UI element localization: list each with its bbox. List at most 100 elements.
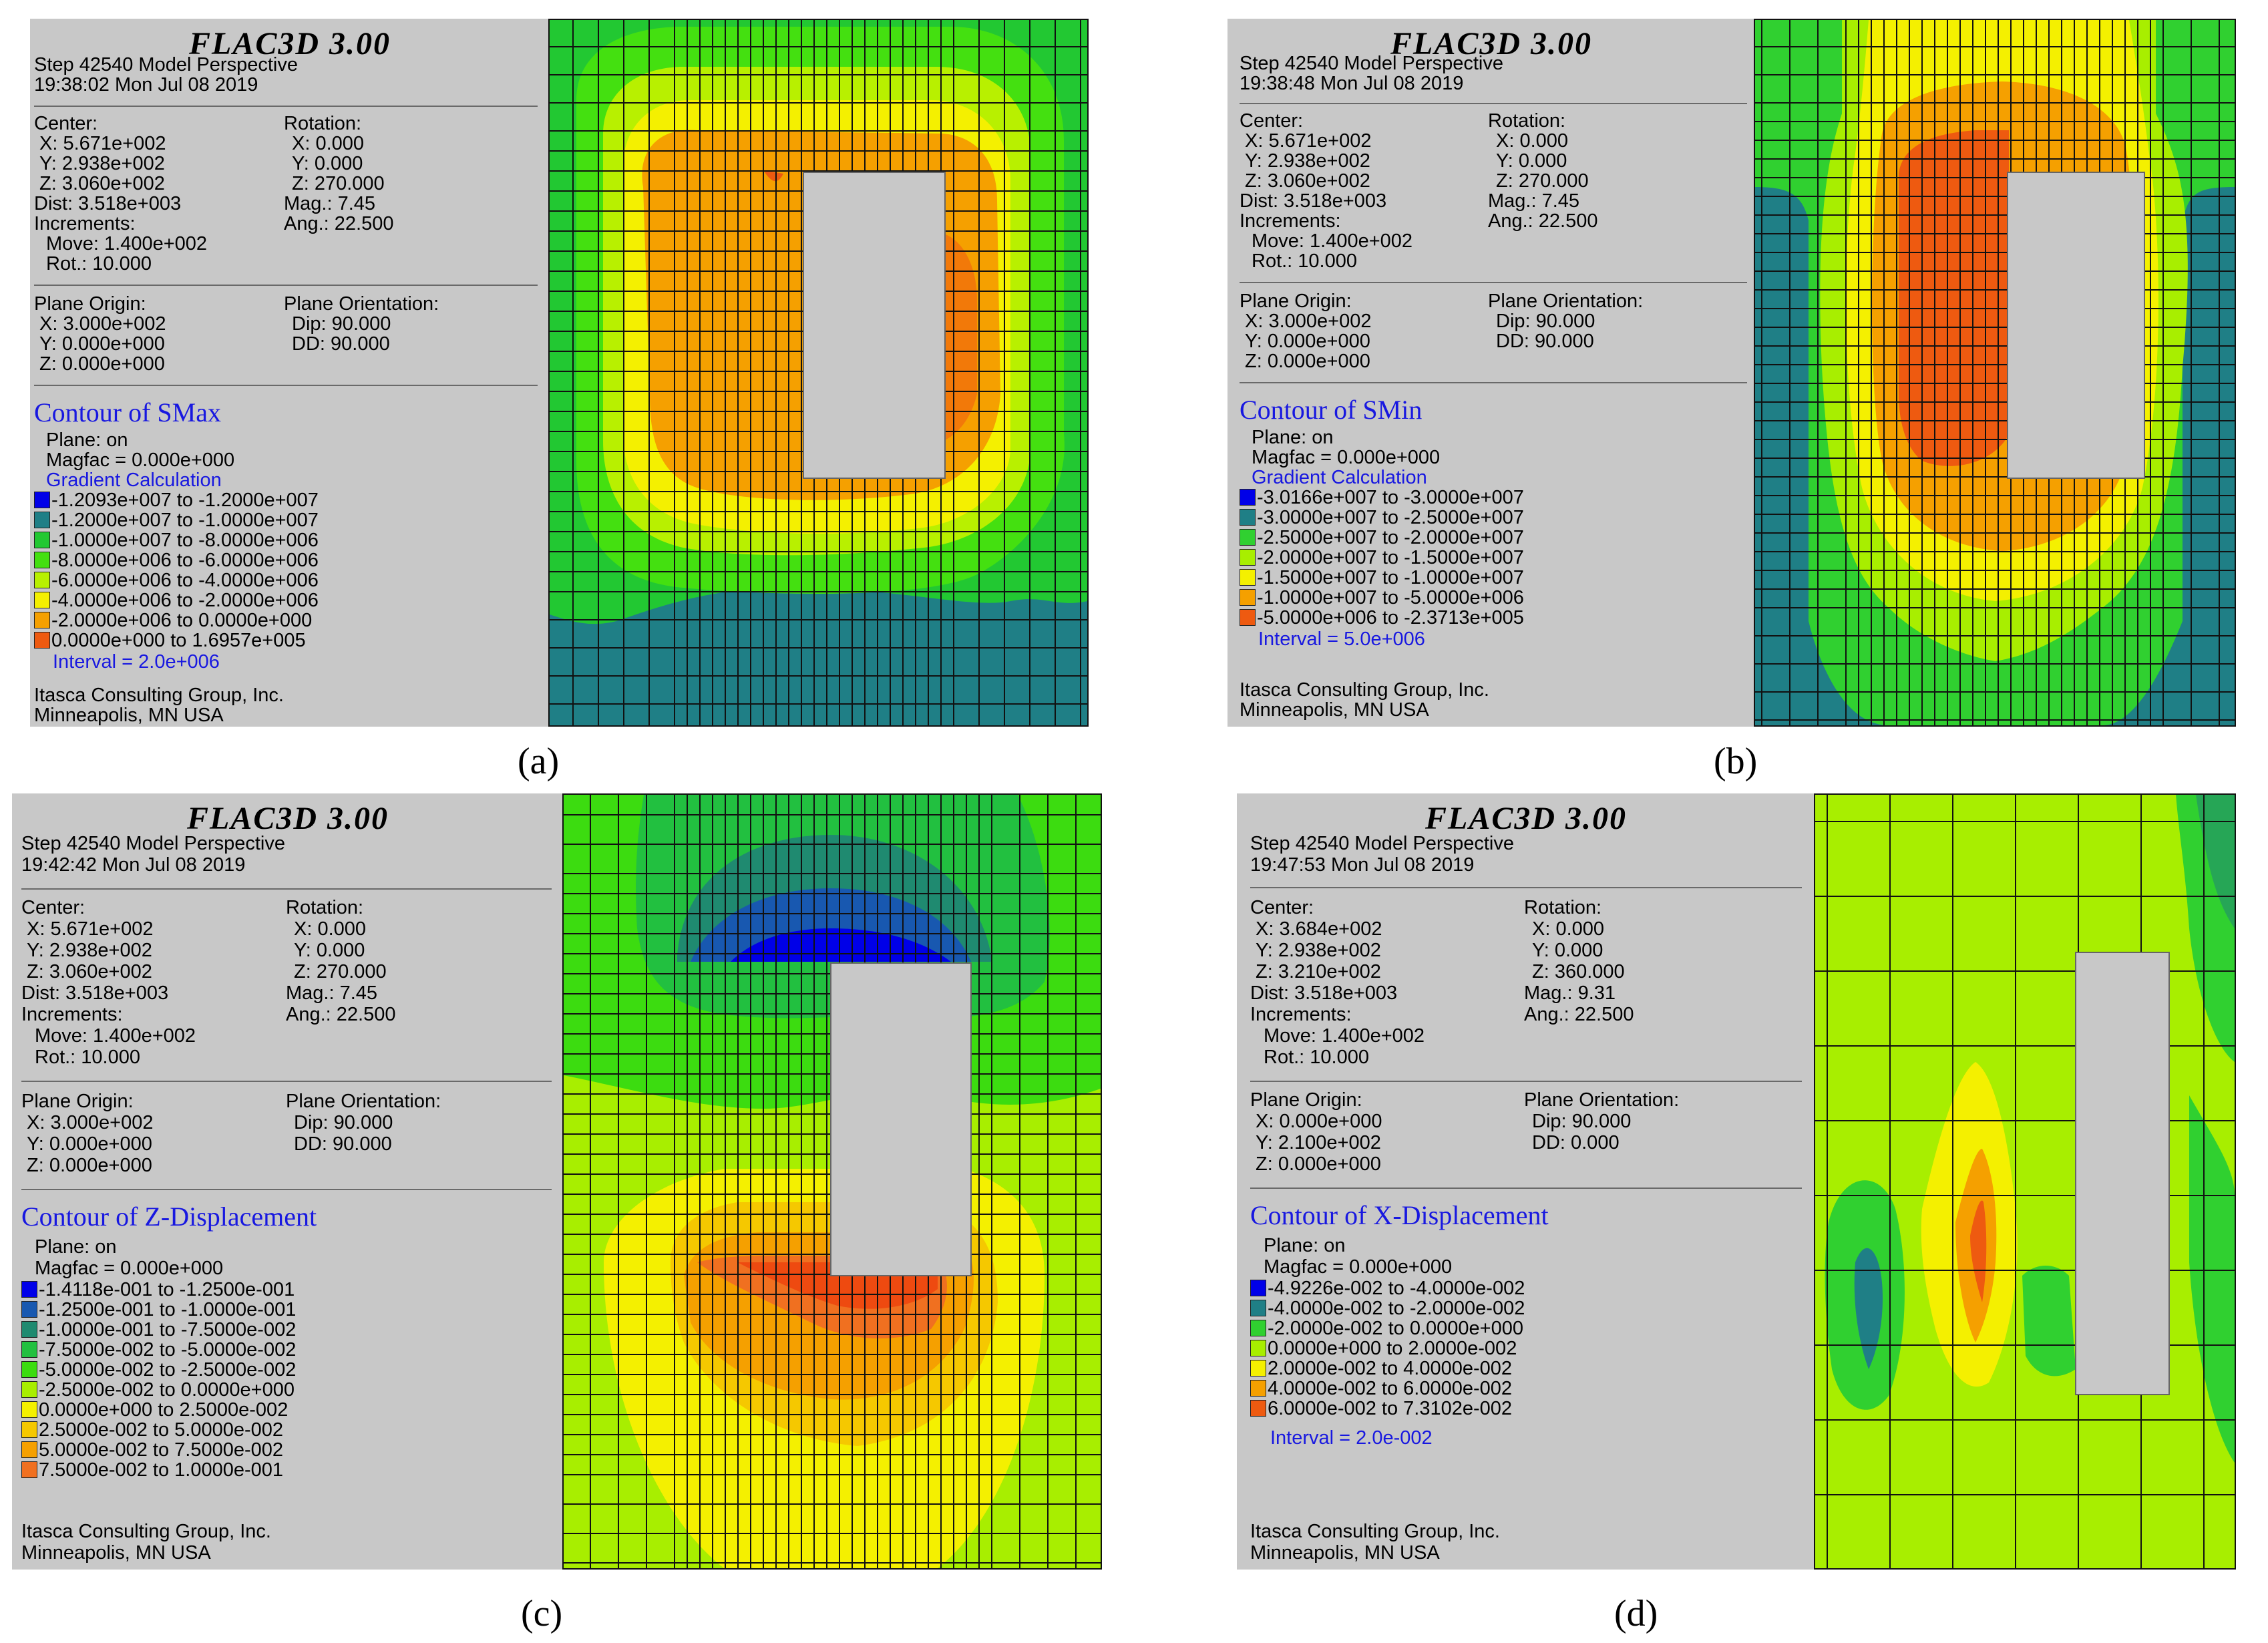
- legend-label: -1.4118e-001 to -1.2500e-001: [39, 1279, 295, 1300]
- plane-dip: Dip: 90.000: [1532, 1111, 1632, 1132]
- ang: Ang.: 22.500: [1524, 1004, 1634, 1025]
- center-z: Z: 3.060e+002: [27, 961, 152, 982]
- legend-swatch: [1250, 1300, 1266, 1316]
- center-y: Y: 2.938e+002: [1256, 940, 1381, 961]
- contour-region: [944, 234, 977, 441]
- rotation-z: Z: 360.000: [1532, 961, 1625, 982]
- plane-origin-x: X: 0.000e+000: [1256, 1111, 1382, 1132]
- rotation-z: Z: 270.000: [294, 961, 387, 982]
- panel-d: FLAC3D 3.00 Step 42540 Model Perspective…: [1237, 793, 2236, 1634]
- move: Move: 1.400e+002: [35, 1025, 196, 1047]
- mag: Mag.: 7.45: [286, 982, 378, 1004]
- panel-b: FLAC3D 3.00 Step 42540 Model Perspective…: [1227, 19, 2236, 782]
- legend-label: -5.0000e-002 to -2.5000e-002: [39, 1359, 297, 1381]
- rot: Rot.: 10.000: [46, 253, 152, 275]
- legend-swatch: [21, 1461, 37, 1478]
- contour-plot: [1754, 19, 2236, 727]
- rotation-y: Y: 0.000: [292, 153, 363, 174]
- legend-swatch: [1250, 1380, 1266, 1397]
- step-line: Step 42540 Model Perspective: [34, 54, 298, 75]
- legend-label: -7.5000e-002 to -5.0000e-002: [39, 1339, 297, 1360]
- legend-label: -2.5000e-002 to 0.0000e+000: [39, 1379, 295, 1401]
- legend-swatch: [21, 1301, 37, 1318]
- legend-swatch: [1240, 609, 1256, 626]
- center-x: X: 5.671e+002: [1245, 130, 1372, 152]
- legend-label: -1.2093e+007 to -1.2000e+007: [51, 490, 319, 511]
- contour-region: [763, 170, 783, 182]
- legend-swatch: [21, 1421, 37, 1438]
- mag: Mag.: 9.31: [1524, 982, 1616, 1004]
- info-pane: FLAC3D 3.00 Step 42540 Model Perspective…: [1227, 19, 1755, 727]
- legend-label: -1.0000e+007 to -8.0000e+006: [51, 530, 319, 551]
- location: Minneapolis, MN USA: [21, 1542, 211, 1564]
- location: Minneapolis, MN USA: [34, 705, 224, 726]
- legend-swatch: [21, 1381, 37, 1398]
- caption: (c): [521, 1593, 563, 1634]
- excavation-opening: [2007, 172, 2145, 479]
- plane-origin-z: Z: 0.000e+000: [39, 353, 165, 375]
- figure-title: FLAC3D 3.00: [1425, 801, 1628, 836]
- center-y: Y: 2.938e+002: [27, 940, 152, 961]
- contour-plot-svg: [564, 795, 1101, 1568]
- divider: [1240, 382, 1747, 383]
- dist: Dist: 3.518e+003: [1250, 982, 1398, 1004]
- caption: (d): [1614, 1593, 1658, 1634]
- plane-on: Plane: on: [46, 429, 128, 451]
- excavation-opening: [803, 172, 946, 479]
- contour-plot: [562, 793, 1102, 1570]
- plane-orientation-label: Plane Orientation:: [1524, 1089, 1680, 1111]
- contour-plot-svg: [550, 20, 1087, 725]
- legend-swatch: [34, 552, 50, 568]
- legend-label: 0.0000e+000 to 1.6957e+005: [51, 630, 306, 651]
- caption: (a): [518, 741, 560, 782]
- increments-label: Increments:: [1240, 210, 1341, 232]
- legend-swatch: [21, 1341, 37, 1358]
- rotation-x: X: 0.000: [294, 918, 367, 940]
- legend-swatch: [34, 592, 50, 608]
- company: Itasca Consulting Group, Inc.: [1250, 1521, 1500, 1542]
- legend-swatch: [1240, 549, 1256, 566]
- interval: Interval = 2.0e-002: [1270, 1427, 1433, 1449]
- contour-title: Contour of X-Displacement: [1250, 1200, 1549, 1230]
- plane-origin-label: Plane Origin:: [21, 1091, 134, 1112]
- ang: Ang.: 22.500: [284, 213, 394, 234]
- rot: Rot.: 10.000: [1264, 1047, 1369, 1068]
- plane-dd: DD: 90.000: [294, 1133, 392, 1155]
- center-x: X: 5.671e+002: [39, 133, 166, 154]
- dist: Dist: 3.518e+003: [1240, 190, 1387, 212]
- legend-swatch: [34, 492, 50, 508]
- legend-swatch: [21, 1361, 37, 1378]
- legend-swatch: [1250, 1340, 1266, 1356]
- increments-label: Increments:: [1250, 1004, 1352, 1025]
- mag: Mag.: 7.45: [1488, 190, 1580, 212]
- center-y: Y: 2.938e+002: [39, 153, 165, 174]
- center-x: X: 5.671e+002: [27, 918, 154, 940]
- legend-label: -3.0000e+007 to -2.5000e+007: [1257, 507, 1524, 528]
- center-label: Center:: [1250, 897, 1314, 918]
- magfac: Magfac = 0.000e+000: [35, 1258, 224, 1279]
- ang: Ang.: 22.500: [286, 1004, 396, 1025]
- company: Itasca Consulting Group, Inc.: [1240, 679, 1489, 701]
- legend-label: -3.0166e+007 to -3.0000e+007: [1257, 487, 1524, 508]
- ang: Ang.: 22.500: [1488, 210, 1598, 232]
- plane-orientation-label: Plane Orientation:: [286, 1091, 441, 1112]
- info-pane: FLAC3D 3.00 Step 42540 Model Perspective…: [12, 793, 564, 1570]
- rotation-y: Y: 0.000: [294, 940, 365, 961]
- magfac: Magfac = 0.000e+000: [1252, 447, 1441, 468]
- location: Minneapolis, MN USA: [1250, 1542, 1440, 1564]
- timestamp: 19:47:53 Mon Jul 08 2019: [1250, 854, 1475, 876]
- legend-label: 0.0000e+000 to 2.5000e-002: [39, 1399, 289, 1421]
- plane-origin-y: Y: 0.000e+000: [27, 1133, 152, 1155]
- legend-swatch: [1240, 489, 1256, 506]
- rotation-x: X: 0.000: [292, 133, 365, 154]
- center-label: Center:: [34, 113, 98, 134]
- info-pane: FLAC3D 3.00 Step 42540 Model Perspective…: [1237, 793, 1815, 1570]
- plane-origin-z: Z: 0.000e+000: [1256, 1153, 1381, 1175]
- plane-orientation-label: Plane Orientation:: [284, 293, 439, 315]
- legend-swatch: [1240, 569, 1256, 586]
- location: Minneapolis, MN USA: [1240, 699, 1429, 721]
- contour-title: Contour of SMax: [34, 397, 221, 427]
- divider: [34, 106, 538, 107]
- legend-swatch: [34, 632, 50, 649]
- legend-label: -5.0000e+006 to -2.3713e+005: [1257, 607, 1524, 628]
